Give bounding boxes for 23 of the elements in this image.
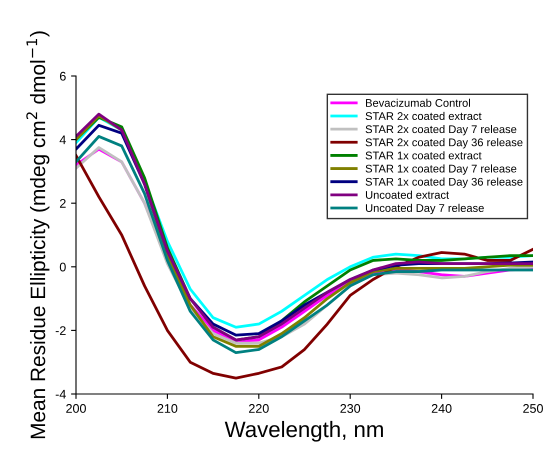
- legend-label: STAR 1x coated extract: [366, 151, 482, 160]
- legend-label: STAR 2x coated Day 7 release: [366, 124, 516, 136]
- y-tick-label: 4: [60, 136, 66, 144]
- legend-label: Bevacizumab Control: [366, 98, 470, 107]
- y-tick-label: 6: [60, 72, 66, 81]
- x-tick-label: 240: [432, 404, 452, 413]
- x-axis-title: Wavelength, nm: [224, 420, 383, 442]
- legend-label: Uncoated extract: [366, 190, 450, 199]
- legend-label: STAR 2x coated extract: [366, 112, 482, 120]
- x-tick-label: 220: [249, 404, 269, 413]
- legend-label: STAR 1x coated Day 36 release: [366, 178, 523, 188]
- y-tick-label: -4: [56, 390, 66, 399]
- x-tick-label: 230: [340, 404, 360, 413]
- legend-label: STAR 2x coated Day 36 release: [366, 138, 523, 148]
- legend-label: STAR 1x coated Day 7 release: [366, 164, 516, 175]
- x-tick-label: 200: [66, 404, 86, 413]
- legend-label: Uncoated Day 7 release: [366, 204, 484, 214]
- x-tick-label: 210: [158, 404, 178, 413]
- y-tick-label: -2: [56, 326, 66, 335]
- y-tick-label: 0: [60, 262, 66, 272]
- y-tick-label: 2: [60, 199, 66, 208]
- x-tick-label: 250: [523, 404, 543, 413]
- y-axis-title: Mean Residue Ellipticity (mdeg cm$^{2}$ dmol$^{−1}$): [26, 31, 50, 438]
